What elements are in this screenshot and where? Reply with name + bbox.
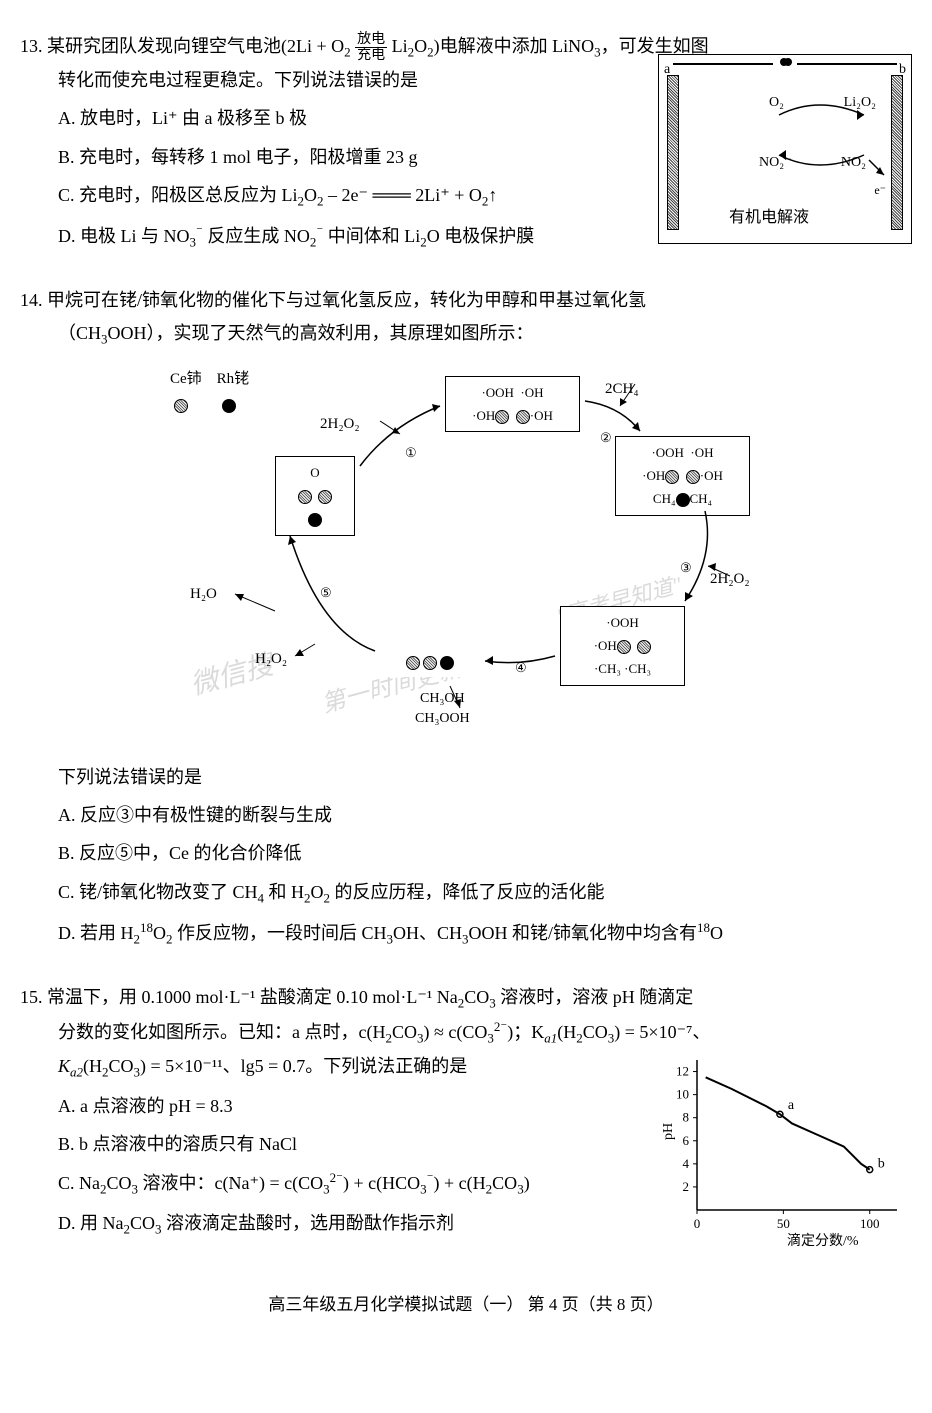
svg-text:0: 0: [694, 1216, 701, 1231]
question-13: 13. 某研究团队发现向锂空气电池(2Li + O2 放电 充电 Li2O2)电…: [20, 30, 912, 254]
q14-option-a: A. 反应③中有极性键的断裂与生成: [58, 799, 912, 831]
electrode-b: [891, 75, 903, 230]
q15-stem-line2: 分数的变化如图所示。已知：a 点时，c(H2CO3) ≈ c(CO32⁻)；Ka…: [58, 1015, 912, 1050]
page-footer: 高三年级五月化学模拟试题（一） 第 4 页（共 8 页）: [20, 1290, 912, 1321]
svg-text:4: 4: [683, 1155, 690, 1170]
svg-text:2: 2: [683, 1179, 690, 1194]
q13-diagram: a b O₂ Li₂O₂ NO₂⁻ NO₂ e⁻ 有机电解液: [658, 54, 912, 244]
svg-text:8: 8: [683, 1109, 690, 1124]
svg-text:12: 12: [676, 1063, 689, 1078]
electrode-a: [667, 75, 679, 230]
q14-option-c: C. 铑/铈氧化物改变了 CH4 和 H2O2 的反应历程，降低了反应的活化能: [58, 876, 912, 910]
q14-option-b: B. 反应⑤中，Ce 的化合价降低: [58, 837, 912, 869]
cycle-arrows-icon: [759, 100, 889, 185]
question-15: 15. 常温下，用 0.1000 mol·L⁻¹ 盐酸滴定 0.10 mol·L…: [20, 981, 912, 1250]
svg-text:6: 6: [683, 1132, 690, 1147]
svg-text:a: a: [788, 1098, 795, 1113]
q15-stem-line1: 15. 常温下，用 0.1000 mol·L⁻¹ 盐酸滴定 0.10 mol·L…: [20, 981, 912, 1015]
q13-number: 13.: [20, 36, 43, 56]
svg-text:b: b: [878, 1156, 885, 1171]
question-14: 14. 甲烷可在铑/铈氧化物的催化下与过氧化氢反应，转化为甲醇和甲基过氧化氢 （…: [20, 284, 912, 951]
q14-intro: 下列说法错误的是: [58, 761, 912, 793]
q14-stem-line2: （CH3OOH），实现了天然气的高效利用，其原理如图所示：: [58, 317, 912, 351]
svg-text:滴定分数/%: 滴定分数/%: [787, 1232, 859, 1249]
q14-option-d: D. 若用 H218O2 作反应物，一段时间后 CH3OH、CH3OOH 和铑/…: [58, 916, 912, 951]
svg-text:100: 100: [860, 1216, 880, 1231]
svg-text:10: 10: [676, 1086, 689, 1101]
q15-diagram: 2 4 6 8 10 12 0 50 100 a b pH 滴定分数/%: [657, 1050, 912, 1250]
fraction-icon: 放电 充电: [355, 32, 387, 64]
q15-chart-svg: 2 4 6 8 10 12 0 50 100 a b pH 滴定分数/%: [657, 1050, 912, 1250]
svg-text:50: 50: [777, 1216, 790, 1231]
q14-diagram: 微信搜 "高考早知道" 第一时间更新 Ce铈 Rh铑 ·OOH ·OH·OH ·…: [160, 366, 780, 746]
svg-text:pH: pH: [661, 1122, 676, 1139]
q14-stem-line1: 14. 甲烷可在铑/铈氧化物的催化下与过氧化氢反应，转化为甲醇和甲基过氧化氢: [20, 284, 912, 316]
cycle-svg-icon: [160, 366, 780, 746]
